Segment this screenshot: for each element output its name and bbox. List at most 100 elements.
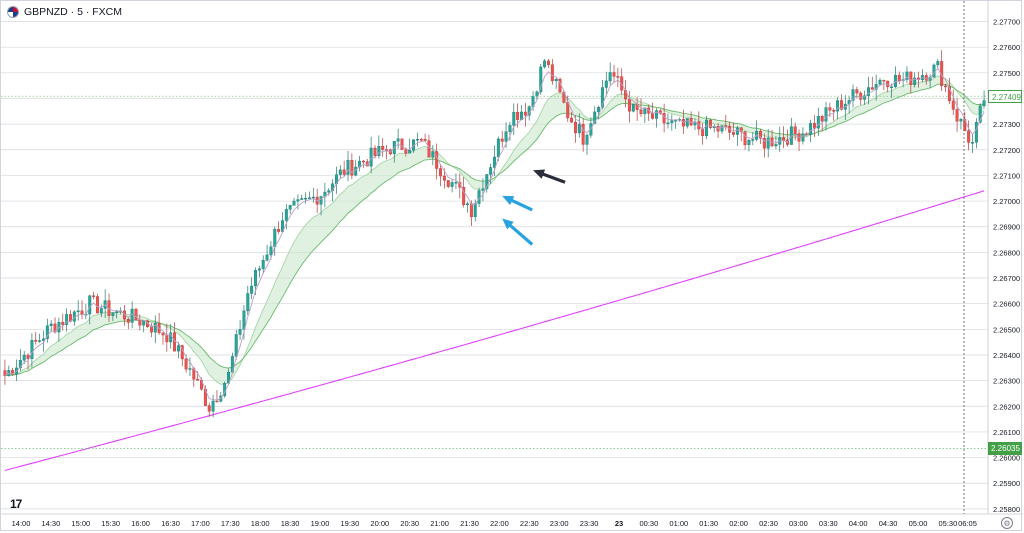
time-axis-label: 17:30 <box>221 519 240 528</box>
bullish-candle <box>454 182 458 184</box>
bullish-candle <box>824 107 828 122</box>
bearish-candle <box>812 123 816 129</box>
bullish-candle <box>816 116 820 129</box>
bearish-candle <box>439 168 443 177</box>
bearish-candle <box>944 85 947 88</box>
band-upper-line <box>4 75 985 385</box>
bullish-candle <box>836 100 840 112</box>
bearish-candle <box>26 354 30 359</box>
time-axis-label: 18:30 <box>281 519 300 528</box>
tradingview-logo[interactable]: 17 <box>10 497 22 511</box>
bearish-candle <box>820 116 824 122</box>
time-axis-label: 23:00 <box>550 519 569 528</box>
bullish-candle <box>608 72 612 82</box>
annotation-arrows <box>502 169 566 246</box>
bullish-candle <box>319 196 323 205</box>
bearish-candle <box>573 121 577 134</box>
time-axis-label: 04:00 <box>849 519 868 528</box>
bullish-candle <box>18 360 22 369</box>
time-axis-label: 16:00 <box>131 519 150 528</box>
price-axis-label: 2.27200 <box>993 146 1020 155</box>
bullish-candle <box>7 370 11 376</box>
bearish-candle <box>361 160 365 163</box>
bearish-candle <box>658 110 662 114</box>
bullish-candle <box>88 295 92 315</box>
bearish-candle <box>870 87 874 90</box>
bullish-candle <box>685 118 689 127</box>
bearish-candle <box>373 147 377 156</box>
bearish-candle <box>442 175 446 181</box>
bullish-candle <box>45 325 49 339</box>
time-axis-label: 01:00 <box>669 519 688 528</box>
time-axis-label: 05:30 <box>939 519 958 528</box>
bullish-candle <box>234 334 238 357</box>
bullish-candle <box>265 254 269 261</box>
bullish-candle <box>735 127 739 135</box>
current-price-tag: 2.27409 <box>988 89 1022 103</box>
bullish-candle <box>720 125 724 132</box>
bullish-candle <box>473 203 477 218</box>
bullish-candle <box>377 146 381 156</box>
bearish-candle <box>909 71 913 85</box>
gear-icon[interactable]: ⚙ <box>1001 517 1013 529</box>
bullish-candle <box>327 190 331 193</box>
bullish-candle <box>288 205 292 210</box>
time-axis-label: 02:30 <box>759 519 778 528</box>
time-axis-label: 14:30 <box>42 519 61 528</box>
bearish-candle <box>762 137 766 149</box>
time-axis-label: 19:30 <box>341 519 360 528</box>
bearish-candle <box>404 149 408 154</box>
bearish-candle <box>196 379 200 381</box>
price-axis-label: 2.27600 <box>993 43 1020 52</box>
bearish-candle <box>612 72 616 77</box>
bearish-candle <box>967 130 971 143</box>
bullish-candle <box>508 125 512 132</box>
bearish-candle <box>80 310 84 315</box>
time-axis-label: 02:00 <box>729 519 748 528</box>
bearish-candle <box>126 318 130 323</box>
bullish-candle <box>273 228 277 248</box>
bullish-candle <box>311 196 315 199</box>
price-axis-label: 2.26800 <box>993 248 1020 257</box>
bullish-candle <box>338 169 342 175</box>
bullish-candle <box>284 209 288 221</box>
symbol-header[interactable]: GBPNZD · 5 · FXCM <box>7 6 122 18</box>
price-axis-label: 2.26600 <box>993 300 1020 309</box>
candles <box>3 50 986 418</box>
bearish-candle <box>759 130 762 139</box>
bearish-candle <box>385 149 389 151</box>
bearish-candle <box>627 98 631 112</box>
bearish-candle <box>523 111 527 116</box>
price-axis-label: 2.26100 <box>993 428 1020 437</box>
time-axis-label: 22:00 <box>490 519 509 528</box>
bearish-candle <box>708 119 712 128</box>
bearish-candle <box>839 100 843 110</box>
time-axis-label: 19:00 <box>311 519 330 528</box>
bullish-candle <box>257 268 261 271</box>
bullish-candle <box>905 71 909 80</box>
bearish-candle <box>947 86 951 102</box>
bearish-candle <box>350 159 354 176</box>
bullish-candle <box>585 134 589 145</box>
bullish-candle <box>554 79 558 82</box>
bearish-candle <box>469 203 473 218</box>
price-axis-label: 2.27100 <box>993 171 1020 180</box>
time-axis-label: 01:30 <box>699 519 718 528</box>
bullish-candle <box>866 87 870 96</box>
time-axis-label: 22:30 <box>520 519 539 528</box>
bullish-candle <box>254 270 257 287</box>
bearish-candle <box>855 89 859 94</box>
bullish-candle <box>153 322 157 333</box>
bullish-candle <box>396 138 400 142</box>
bullish-candle <box>878 79 882 85</box>
bullish-candle <box>269 246 273 256</box>
price-axis-label: 2.27500 <box>993 69 1020 78</box>
bearish-candle <box>134 308 138 321</box>
bearish-candle <box>739 127 743 132</box>
bullish-candle <box>408 150 412 154</box>
moving-average-band-fill <box>4 75 985 385</box>
bearish-candle <box>215 400 219 403</box>
